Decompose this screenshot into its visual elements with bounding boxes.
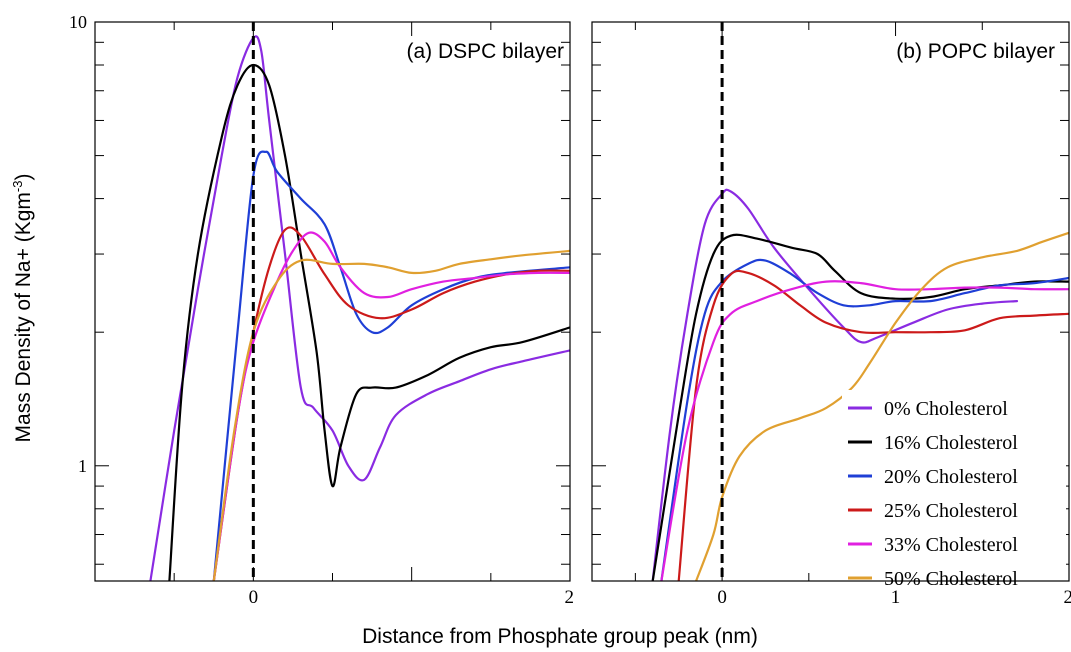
panel-b-series-line bbox=[677, 269, 1069, 581]
legend-label: 33% Cholesterol bbox=[884, 534, 1018, 556]
panel-a-series-line bbox=[149, 35, 570, 581]
x-tick-label: 2 bbox=[1064, 587, 1071, 608]
panel-b: 0 1 2 (b) POPC bilayer 0% Cholesterol 16% C… bbox=[591, 21, 1071, 608]
panel-b-series-line bbox=[660, 258, 1069, 581]
y-axis-title-sup: -3 bbox=[10, 181, 25, 193]
legend-label: 16% Cholesterol bbox=[884, 432, 1018, 454]
y-axis-title: Mass Density of Na+ (Kgm-3) bbox=[10, 174, 35, 443]
panel-a-series bbox=[149, 35, 570, 581]
x-tick-label: 1 bbox=[891, 587, 901, 608]
panel-b-label: (b) POPC bilayer bbox=[896, 40, 1055, 63]
panel-b-frame bbox=[591, 21, 1070, 582]
panel-b-series-line bbox=[660, 280, 1069, 581]
legend-background bbox=[842, 390, 1066, 580]
y-tick-label: 1 bbox=[78, 456, 87, 476]
panel-a-series-line bbox=[168, 63, 570, 581]
y-axis-title-end: ) bbox=[12, 174, 35, 181]
panel-a-series-line bbox=[212, 226, 570, 581]
panel-a-series-line bbox=[212, 150, 570, 581]
legend-label: 0% Cholesterol bbox=[884, 398, 1008, 420]
panel-a-series-line bbox=[212, 231, 570, 581]
legend: 0% Cholesterol 16% Cholesterol 20% Cholest… bbox=[842, 390, 1066, 590]
legend-label: 50% Cholesterol bbox=[884, 568, 1018, 590]
legend-label: 25% Cholesterol bbox=[884, 500, 1018, 522]
y-axis-title-main: Mass Density of Na+ (Kgm bbox=[12, 192, 35, 442]
panel-a-frame bbox=[94, 21, 571, 582]
panel-b-series bbox=[651, 188, 1069, 581]
panel-a-series-line bbox=[212, 249, 570, 581]
x-tick-label: 0 bbox=[249, 587, 259, 608]
legend-label: 20% Cholesterol bbox=[884, 466, 1018, 488]
panel-b-series-line bbox=[695, 231, 1069, 581]
x-tick-label: 2 bbox=[565, 587, 575, 608]
panel-a-label: (a) DSPC bilayer bbox=[406, 40, 564, 63]
panel-b-series-line bbox=[651, 188, 1019, 581]
x-axis-title: Distance from Phosphate group peak (nm) bbox=[362, 625, 758, 648]
y-tick-label: 10 bbox=[69, 12, 87, 32]
x-tick-label: 0 bbox=[717, 587, 727, 608]
